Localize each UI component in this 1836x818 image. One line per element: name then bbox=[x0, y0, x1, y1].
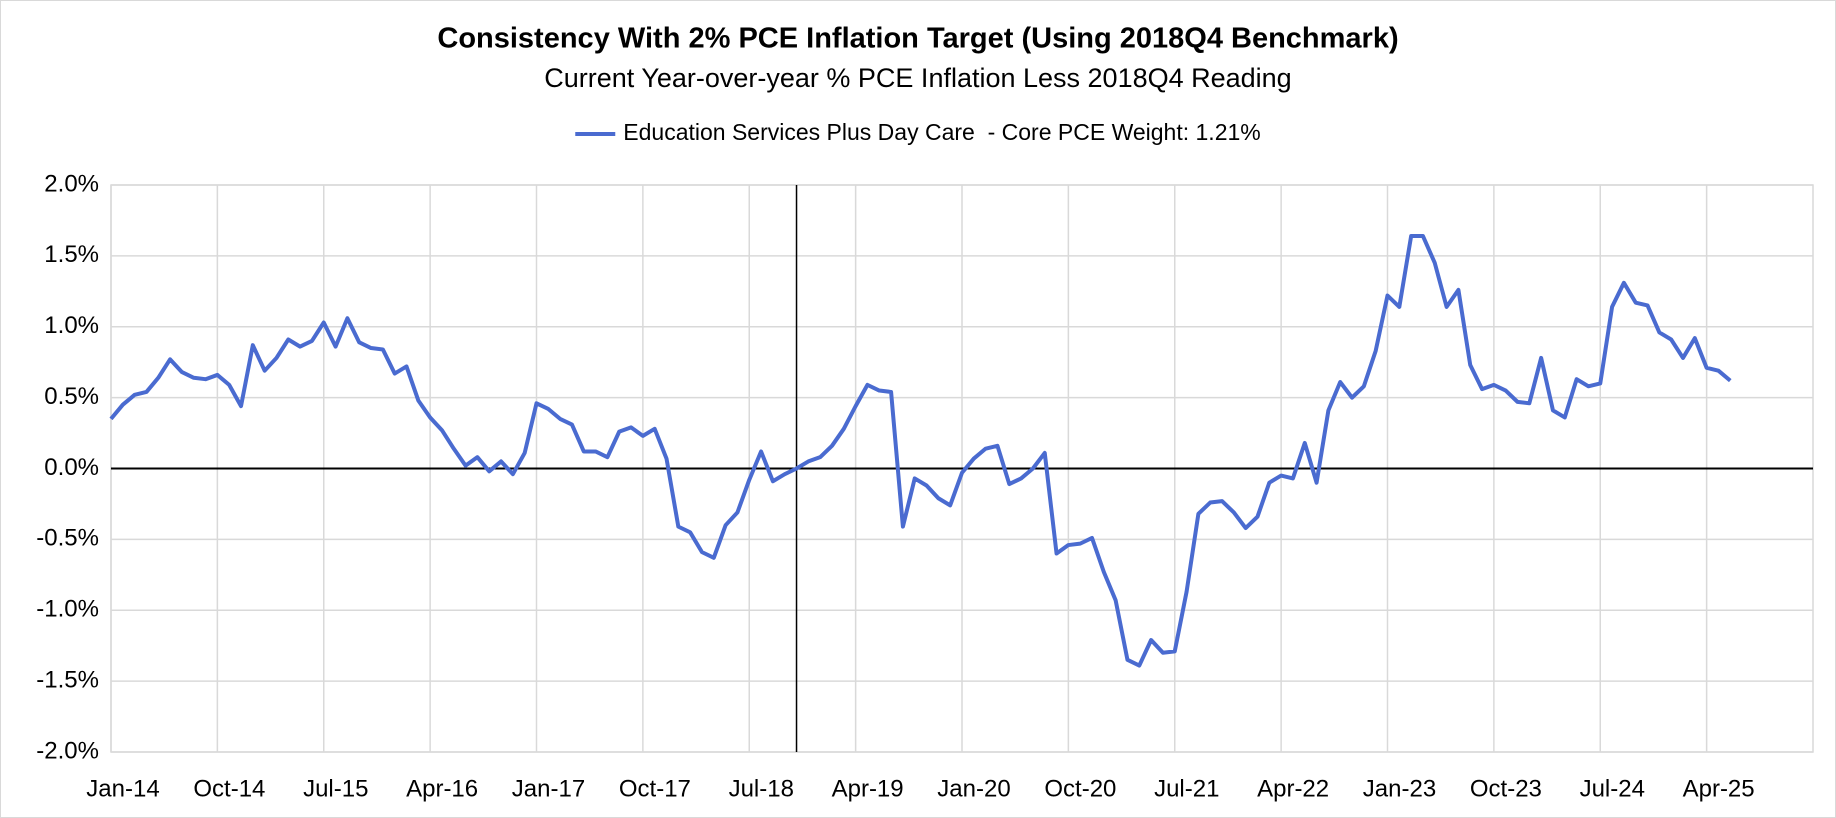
x-tick-label: Oct-20 bbox=[1044, 775, 1116, 802]
chart-subtitle: Current Year-over-year % PCE Inflation L… bbox=[544, 63, 1291, 93]
x-tick-label: Jan-14 bbox=[86, 775, 159, 802]
x-tick-label: Oct-17 bbox=[619, 775, 691, 802]
x-tick-label: Jan-17 bbox=[512, 775, 585, 802]
y-tick-label: -1.5% bbox=[36, 666, 99, 693]
series-line bbox=[109, 234, 1732, 668]
y-tick-label: -1.0% bbox=[36, 596, 99, 623]
x-tick-label: Apr-22 bbox=[1257, 775, 1329, 802]
x-tick-label: Jul-24 bbox=[1580, 775, 1645, 802]
y-tick-label: 1.5% bbox=[44, 241, 99, 268]
x-tick-label: Oct-14 bbox=[193, 775, 265, 802]
x-tick-label: Apr-16 bbox=[406, 775, 478, 802]
y-tick-label: -0.5% bbox=[36, 525, 99, 552]
y-tick-label: 0.0% bbox=[44, 454, 99, 481]
x-tick-label: Apr-25 bbox=[1683, 775, 1755, 802]
y-tick-label: 1.0% bbox=[44, 312, 99, 339]
y-tick-label: -2.0% bbox=[36, 737, 99, 764]
x-tick-label: Jan-20 bbox=[937, 775, 1010, 802]
x-tick-label: Oct-23 bbox=[1470, 775, 1542, 802]
y-tick-label: 0.5% bbox=[44, 383, 99, 410]
y-tick-label: 2.0% bbox=[44, 170, 99, 197]
x-tick-label: Jul-15 bbox=[303, 775, 368, 802]
x-tick-label: Jul-21 bbox=[1154, 775, 1219, 802]
legend-label: Education Services Plus Day Care - Core … bbox=[623, 119, 1260, 145]
x-tick-label: Jan-23 bbox=[1363, 775, 1436, 802]
chart-title: Consistency With 2% PCE Inflation Target… bbox=[437, 23, 1398, 55]
x-tick-label: Jul-18 bbox=[729, 775, 794, 802]
x-tick-label: Apr-19 bbox=[832, 775, 904, 802]
